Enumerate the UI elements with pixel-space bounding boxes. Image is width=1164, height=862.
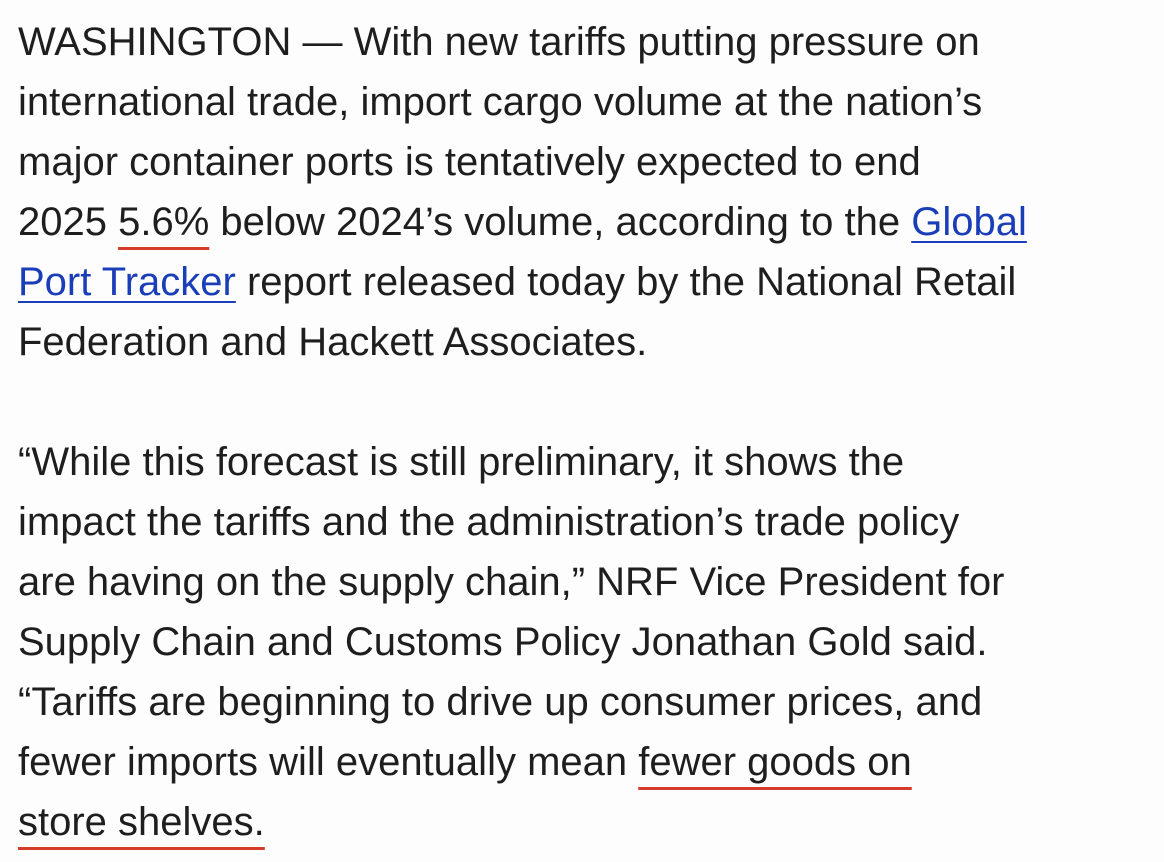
link[interactable]: Global — [911, 200, 1027, 244]
text: Federation and Hackett Associates. — [18, 320, 648, 364]
link[interactable]: Port Tracker — [18, 260, 236, 304]
text: “While this forecast is still preliminar… — [18, 440, 905, 484]
text-line: Federation and Hackett Associates. — [18, 312, 1164, 372]
paragraph: “While this forecast is still preliminar… — [18, 432, 1164, 852]
paragraph: WASHINGTON — With new tariffs putting pr… — [18, 12, 1164, 372]
text: WASHINGTON — With new tariffs putting pr… — [18, 20, 980, 64]
text: fewer imports will eventually mean — [18, 740, 639, 784]
text-line: impact the tariffs and the administratio… — [18, 492, 1164, 552]
text-line: Port Tracker report released today by th… — [18, 252, 1164, 312]
text-line: “While this forecast is still preliminar… — [18, 432, 1164, 492]
text-line: WASHINGTON — With new tariffs putting pr… — [18, 12, 1164, 72]
text: “Tariffs are beginning to drive up consu… — [18, 680, 983, 724]
text-line: store shelves. — [18, 792, 1164, 852]
text-line: are having on the supply chain,” NRF Vic… — [18, 552, 1164, 612]
highlighted-text: 5.6% — [118, 200, 210, 244]
text: international trade, import cargo volume… — [18, 80, 983, 124]
text: report released today by the National Re… — [235, 260, 1017, 304]
highlighted-text: store shelves. — [18, 800, 265, 844]
text-line: Supply Chain and Customs Policy Jonathan… — [18, 612, 1164, 672]
text-line: “Tariffs are beginning to drive up consu… — [18, 672, 1164, 732]
text: below 2024’s volume, according to the — [209, 200, 912, 244]
text-line: international trade, import cargo volume… — [18, 72, 1164, 132]
text-line: major container ports is tentatively exp… — [18, 132, 1164, 192]
text: 2025 — [18, 200, 119, 244]
text: major container ports is tentatively exp… — [18, 140, 921, 184]
text-line: 2025 5.6% below 2024’s volume, according… — [18, 192, 1164, 252]
text: Supply Chain and Customs Policy Jonathan… — [18, 620, 988, 664]
text: are having on the supply chain,” NRF Vic… — [18, 560, 1005, 604]
text: impact the tariffs and the administratio… — [18, 500, 960, 544]
highlighted-text: fewer goods on — [638, 740, 912, 784]
text-line: fewer imports will eventually mean fewer… — [18, 732, 1164, 792]
